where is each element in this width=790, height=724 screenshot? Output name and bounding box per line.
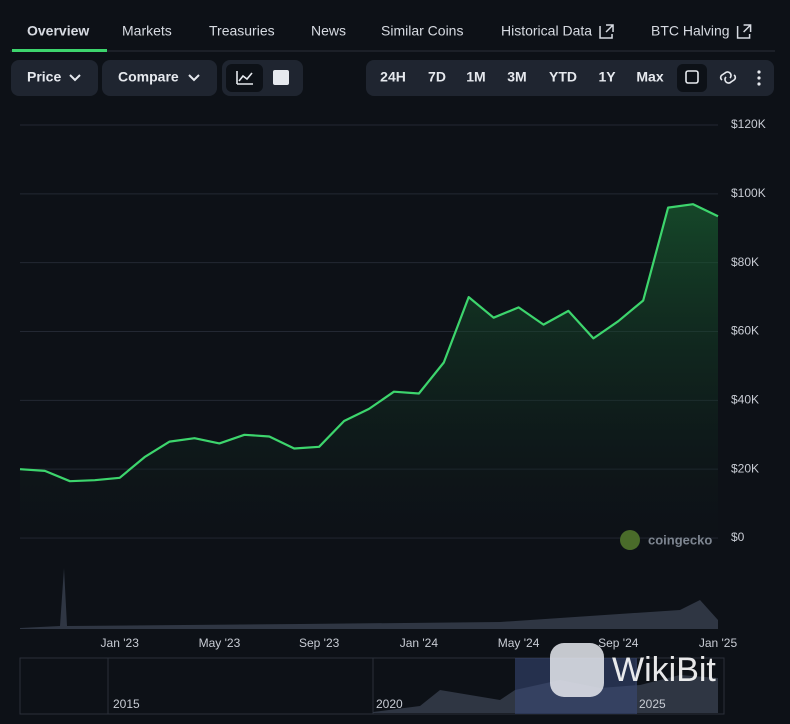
range-button[interactable]: 3M	[507, 69, 526, 85]
x-tick-label: May '23	[199, 636, 241, 650]
price-button[interactable]	[11, 60, 98, 96]
compare-label: Compare	[118, 69, 179, 85]
tab[interactable]: Historical Data	[501, 23, 592, 39]
more-button[interactable]	[757, 70, 761, 86]
watermark: coingecko	[648, 532, 712, 547]
range-button[interactable]: 24H	[380, 69, 406, 85]
range-button[interactable]: 7D	[428, 69, 446, 85]
volume-decoration	[20, 568, 718, 629]
external-link-icon	[736, 24, 752, 39]
tab[interactable]: Overview	[27, 23, 89, 39]
price-label: Price	[27, 69, 61, 85]
y-tick-label: $80K	[731, 255, 759, 269]
price-area	[20, 204, 718, 538]
range-button[interactable]: YTD	[549, 69, 577, 85]
y-tick-label: $20K	[731, 461, 759, 475]
navigator-label: 2020	[376, 697, 403, 711]
compare-button[interactable]	[102, 60, 217, 96]
x-tick-label: Jan '25	[699, 636, 738, 650]
calendar-button[interactable]	[677, 64, 707, 92]
line-icon	[236, 71, 253, 85]
overlay-text: WikiBit	[612, 651, 716, 689]
tradingview-button[interactable]	[273, 70, 289, 85]
calendar-icon	[685, 70, 699, 84]
navigator-label: 2015	[113, 697, 140, 711]
x-tick-label: Jan '24	[400, 636, 439, 650]
tab-underline	[12, 49, 107, 52]
y-tick-label: $40K	[731, 393, 759, 407]
range-button[interactable]: 1Y	[598, 69, 616, 85]
tab[interactable]: Treasuries	[209, 23, 275, 39]
navigator[interactable]	[19, 657, 725, 715]
tab[interactable]: BTC Halving	[651, 23, 730, 39]
tab[interactable]: News	[311, 23, 346, 39]
range-group	[366, 60, 774, 96]
x-tick-label: Sep '24	[598, 636, 639, 650]
range-button[interactable]: 1M	[466, 69, 485, 85]
x-tick-label: Sep '23	[299, 636, 340, 650]
x-tick-label: May '24	[498, 636, 540, 650]
price-line	[19, 203, 719, 483]
external-link-icon	[599, 24, 614, 39]
range-button[interactable]: Max	[636, 69, 663, 85]
watermark-logo	[620, 530, 640, 550]
tab[interactable]: Markets	[122, 23, 172, 39]
chevron	[69, 74, 81, 82]
navigator-label: 2025	[639, 697, 666, 711]
y-tick-label: $60K	[731, 324, 759, 338]
y-tick-label: $120K	[731, 117, 766, 131]
tab[interactable]: Similar Coins	[381, 23, 463, 39]
y-tick-label: $100K	[731, 186, 766, 200]
link-button[interactable]	[719, 71, 737, 84]
overlay-logo	[550, 643, 604, 697]
y-tick-label: $0	[731, 530, 745, 544]
x-tick-label: Jan '23	[101, 636, 140, 650]
chevron	[188, 74, 200, 82]
